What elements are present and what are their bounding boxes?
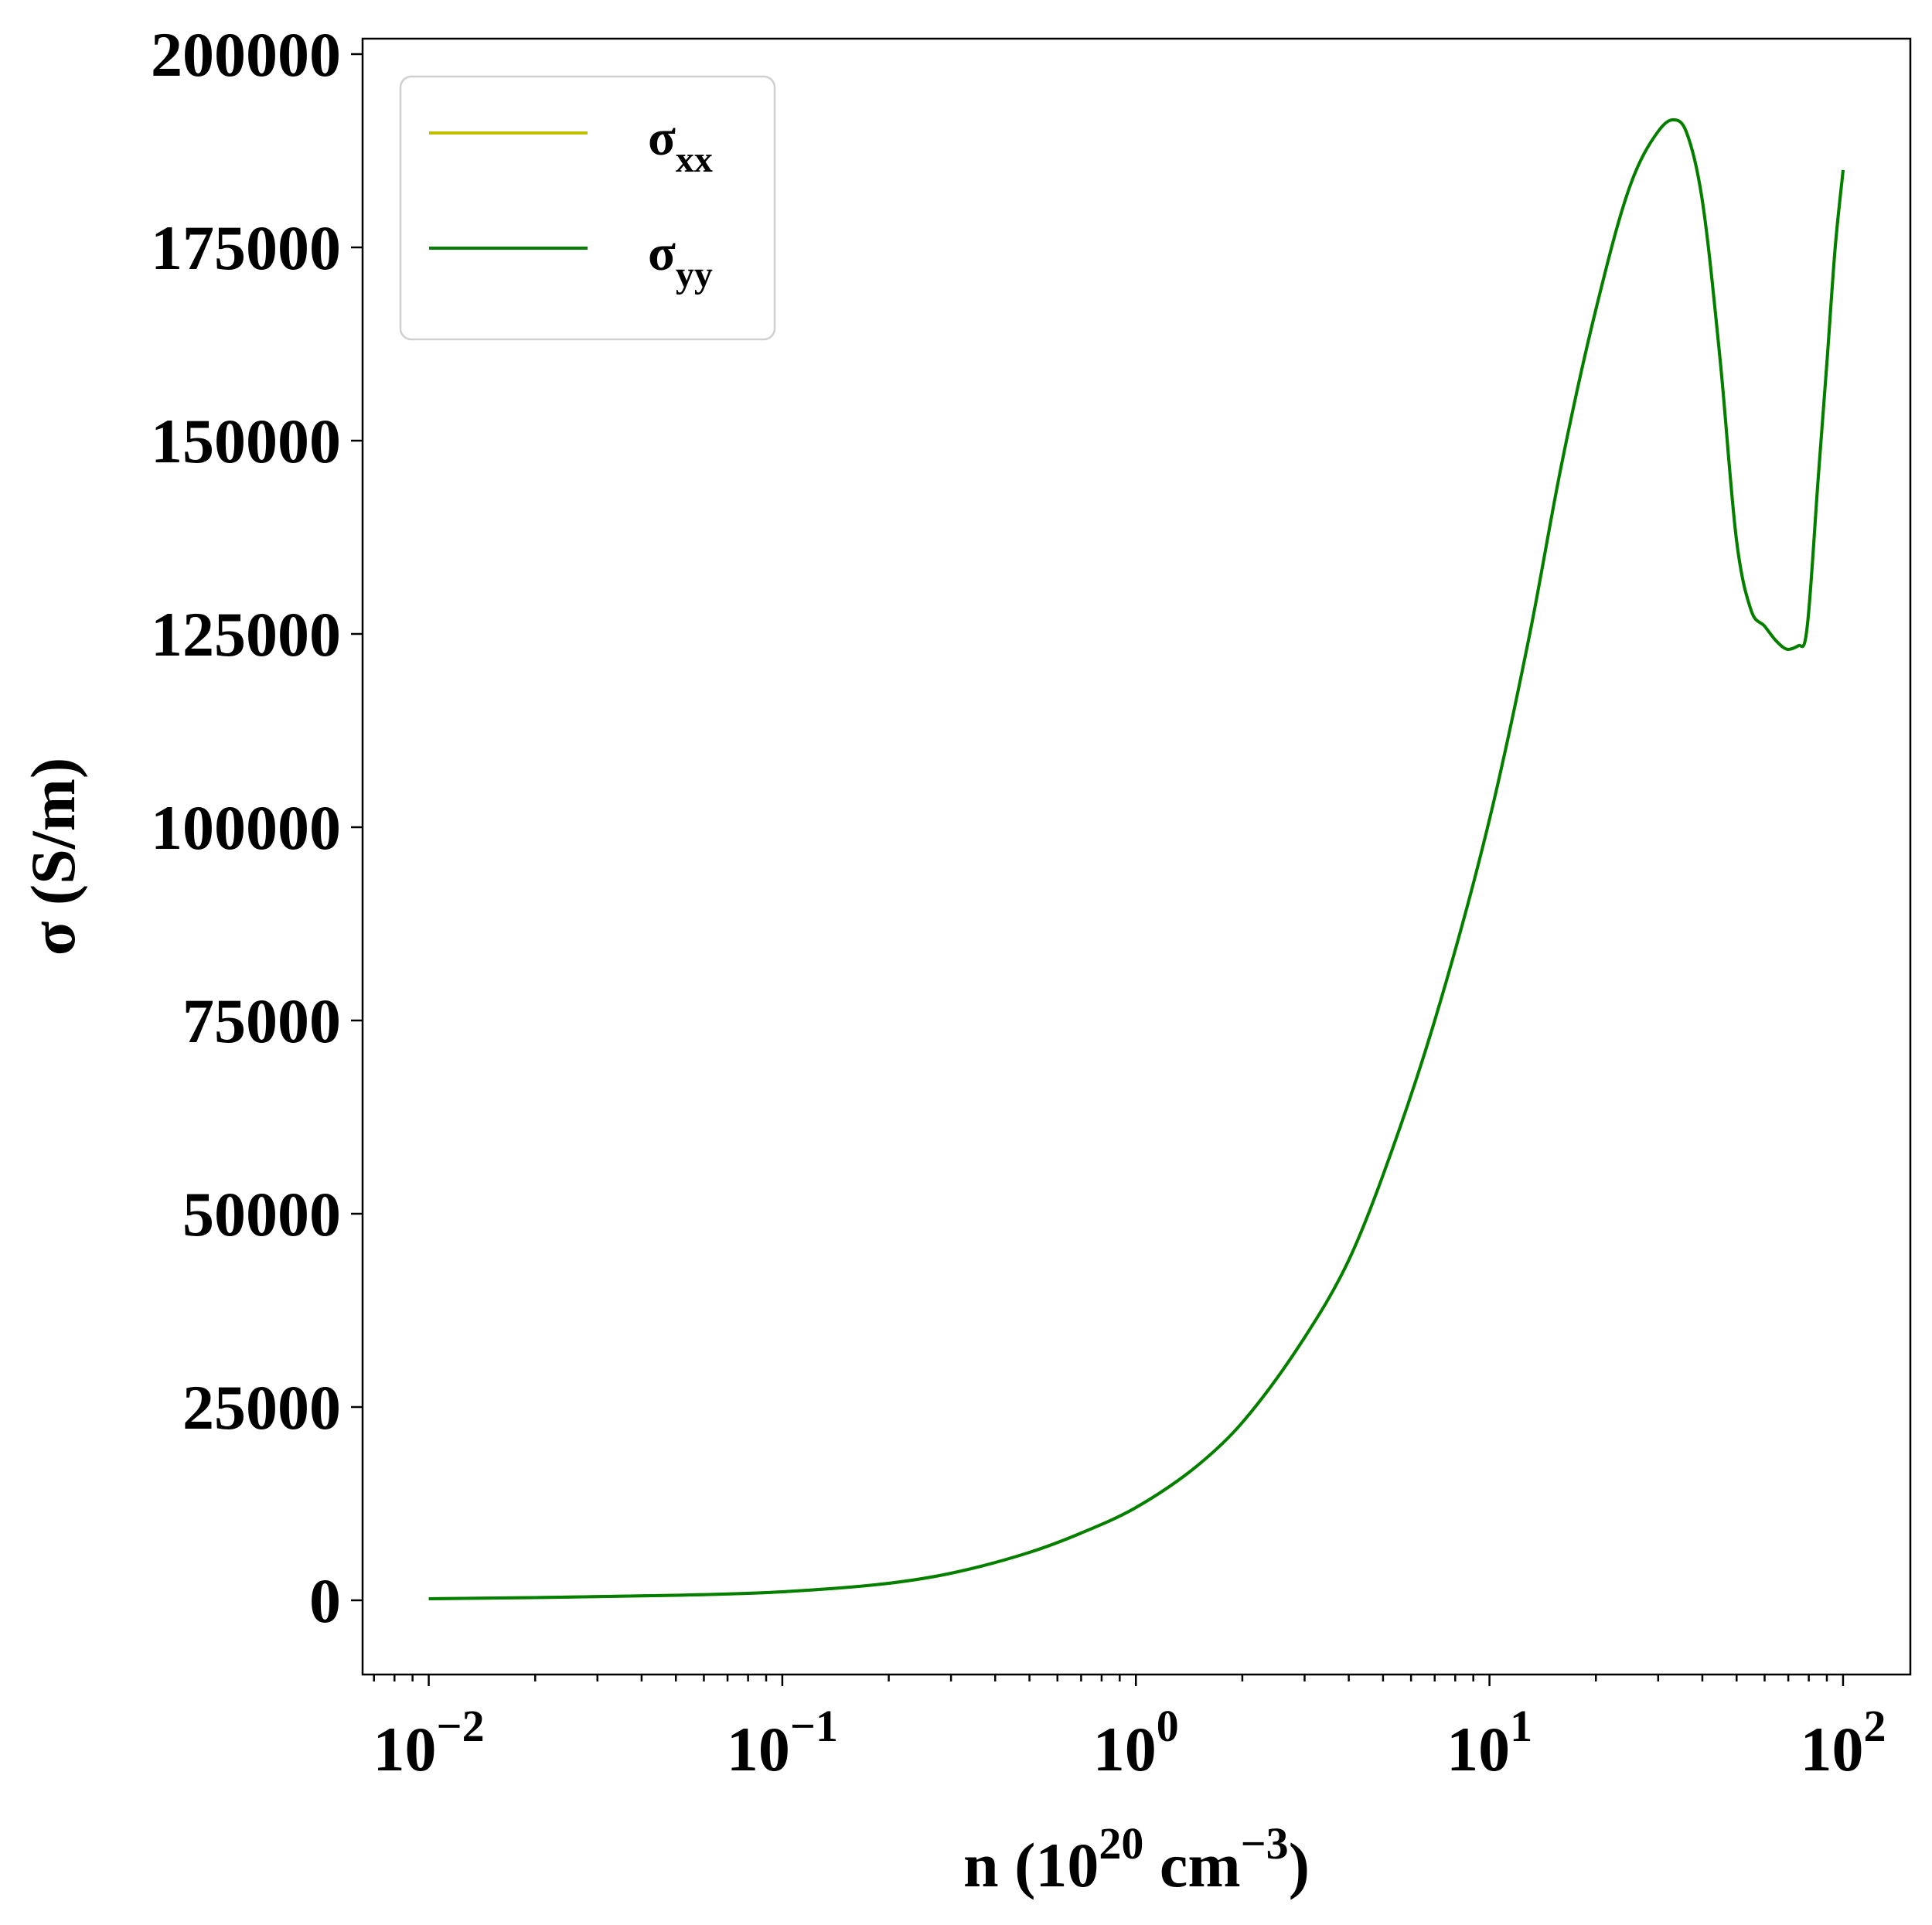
x-tick-label: 10−1: [727, 1701, 838, 1784]
legend-label-sigma-yy-base: σ: [648, 225, 676, 281]
y-tick-label: 25000: [182, 1372, 341, 1443]
legend-box: [399, 75, 776, 341]
x-tick-label: 10−2: [373, 1701, 485, 1784]
y-axis-label: σ (S/m): [18, 758, 88, 956]
y-tick-label: 150000: [151, 406, 341, 476]
y-tick-label: 175000: [151, 213, 341, 283]
legend-label-sigma-yy-sub: yy: [676, 254, 713, 295]
y-axis-ticks: 0 25000 50000 75000 100000 125000 150000 175000…: [151, 19, 363, 1636]
series-layer: [428, 118, 1845, 1600]
legend-label-sigma-xx-sub: xx: [676, 139, 713, 180]
legend-label-sigma-xx-base: σ: [648, 110, 676, 166]
x-axis-label: n (1020 cm−3): [963, 1818, 1310, 1900]
x-tick-label: 102: [1800, 1701, 1886, 1784]
series-line-yy: [428, 118, 1845, 1600]
y-tick-label: 0: [309, 1566, 341, 1636]
svg-text:σxx: σxx: [648, 110, 713, 180]
y-tick-label: 100000: [151, 792, 341, 863]
y-tick-label: 200000: [151, 19, 341, 90]
y-tick-label: 125000: [151, 599, 341, 669]
svg-text:σyy: σyy: [648, 225, 713, 295]
y-tick-label: 75000: [182, 986, 341, 1056]
x-axis-ticks: 10−2 10−1 100 101 102: [373, 1675, 1886, 1784]
x-tick-label: 100: [1093, 1701, 1179, 1784]
y-tick-label: 50000: [182, 1179, 341, 1249]
legend-entry-sigma-yy: σyy: [429, 225, 713, 295]
legend-entry-sigma-xx: σxx: [429, 110, 713, 180]
x-tick-label: 101: [1446, 1701, 1532, 1784]
plot-frame: [361, 37, 1912, 1676]
legend: σxx σyy: [399, 75, 776, 341]
